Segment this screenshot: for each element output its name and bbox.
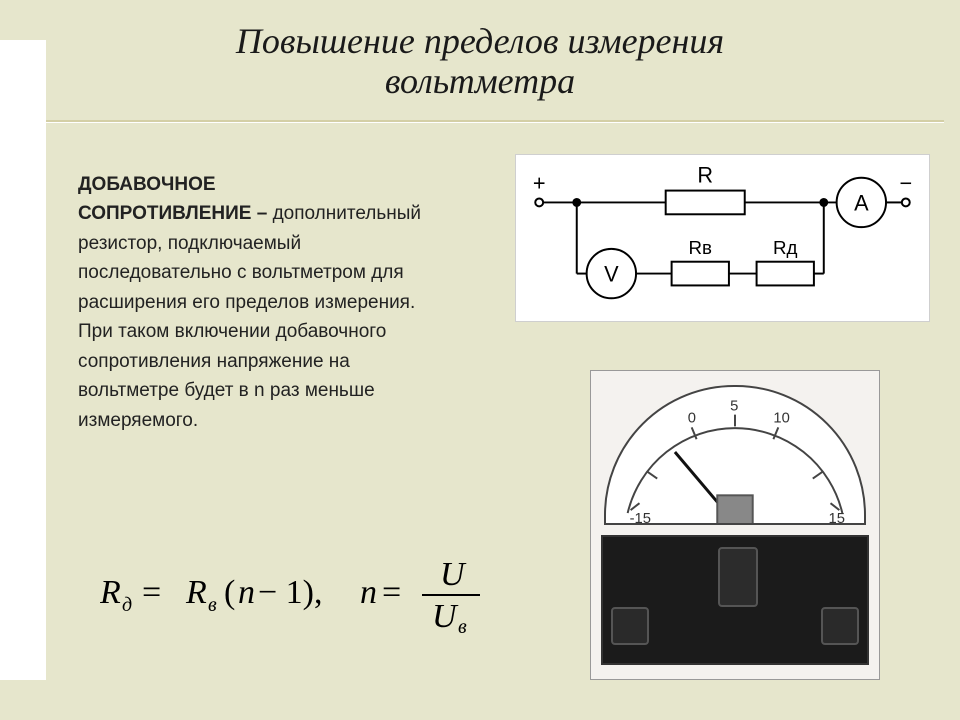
formula: R д = R в ( n − 1), n = U U в — [100, 555, 520, 640]
svg-text:U: U — [432, 598, 459, 635]
svg-text:− 1),: − 1), — [258, 574, 323, 611]
f-Rv-sub: в — [208, 594, 217, 616]
f-Rd: R — [100, 574, 121, 611]
f-m1: − 1), — [258, 574, 323, 611]
f-Uv: U — [432, 598, 459, 635]
voltmeter-label: V — [604, 261, 619, 286]
f-lparen: ( — [224, 574, 235, 611]
minus-label: − — [899, 171, 912, 196]
f-eq: = — [142, 574, 161, 611]
title-line1: Повышение пределов измерения — [236, 21, 724, 61]
tick-m15: -15 — [630, 511, 651, 525]
voltmeter-photo: -15 0 5 10 15 — [590, 370, 880, 680]
plus-label: + — [533, 171, 546, 196]
tick-0: 0 — [688, 410, 696, 426]
svg-text:U: U — [440, 556, 467, 593]
rv-label: Rв — [689, 237, 713, 258]
meter-window — [718, 547, 758, 607]
tick-10: 10 — [773, 410, 789, 426]
terminal-right — [821, 607, 859, 645]
title-line2: вольтметра — [385, 61, 575, 101]
svg-text:=: = — [142, 574, 161, 611]
f-Rv: R — [185, 574, 207, 611]
tick-5: 5 — [730, 399, 738, 415]
f-n2: n — [360, 574, 377, 611]
f-eq2: = — [382, 574, 401, 611]
ammeter-label: A — [854, 190, 869, 215]
term-line1: ДОБАВОЧНОЕ — [78, 174, 216, 195]
divider — [46, 120, 944, 123]
svg-text:n: n — [360, 574, 377, 611]
f-U: U — [440, 556, 467, 593]
left-sidebar — [0, 40, 46, 680]
rd-label: Rд — [773, 237, 798, 258]
definition-body: дополнительный резистор, подключаемый по… — [78, 203, 421, 430]
r-label: R — [697, 163, 713, 188]
meter-body — [601, 535, 869, 665]
tick-15: 15 — [829, 511, 845, 525]
svg-text:в: в — [208, 594, 217, 616]
circuit-diagram: + − R A V Rв Rд — [515, 154, 930, 322]
svg-text:(: ( — [224, 574, 235, 611]
svg-text:n: n — [238, 574, 255, 611]
svg-text:в: в — [458, 616, 467, 635]
svg-text:=: = — [382, 574, 401, 611]
f-n: n — [238, 574, 255, 611]
definition-text: ДОБАВОЧНОЕ СОПРОТИВЛЕНИЕ – дополнительны… — [78, 170, 448, 435]
meter-dial: -15 0 5 10 15 — [604, 385, 866, 525]
terminal-left — [611, 607, 649, 645]
page-title: Повышение пределов измерения вольтметра — [0, 22, 960, 101]
term-line2: СОПРОТИВЛЕНИЕ – — [78, 203, 267, 224]
svg-text:R: R — [185, 574, 207, 611]
f-Rd-sub: д — [122, 594, 132, 616]
f-Uv-sub: в — [458, 616, 467, 635]
svg-text:д: д — [122, 594, 132, 616]
svg-text:R: R — [100, 574, 121, 611]
